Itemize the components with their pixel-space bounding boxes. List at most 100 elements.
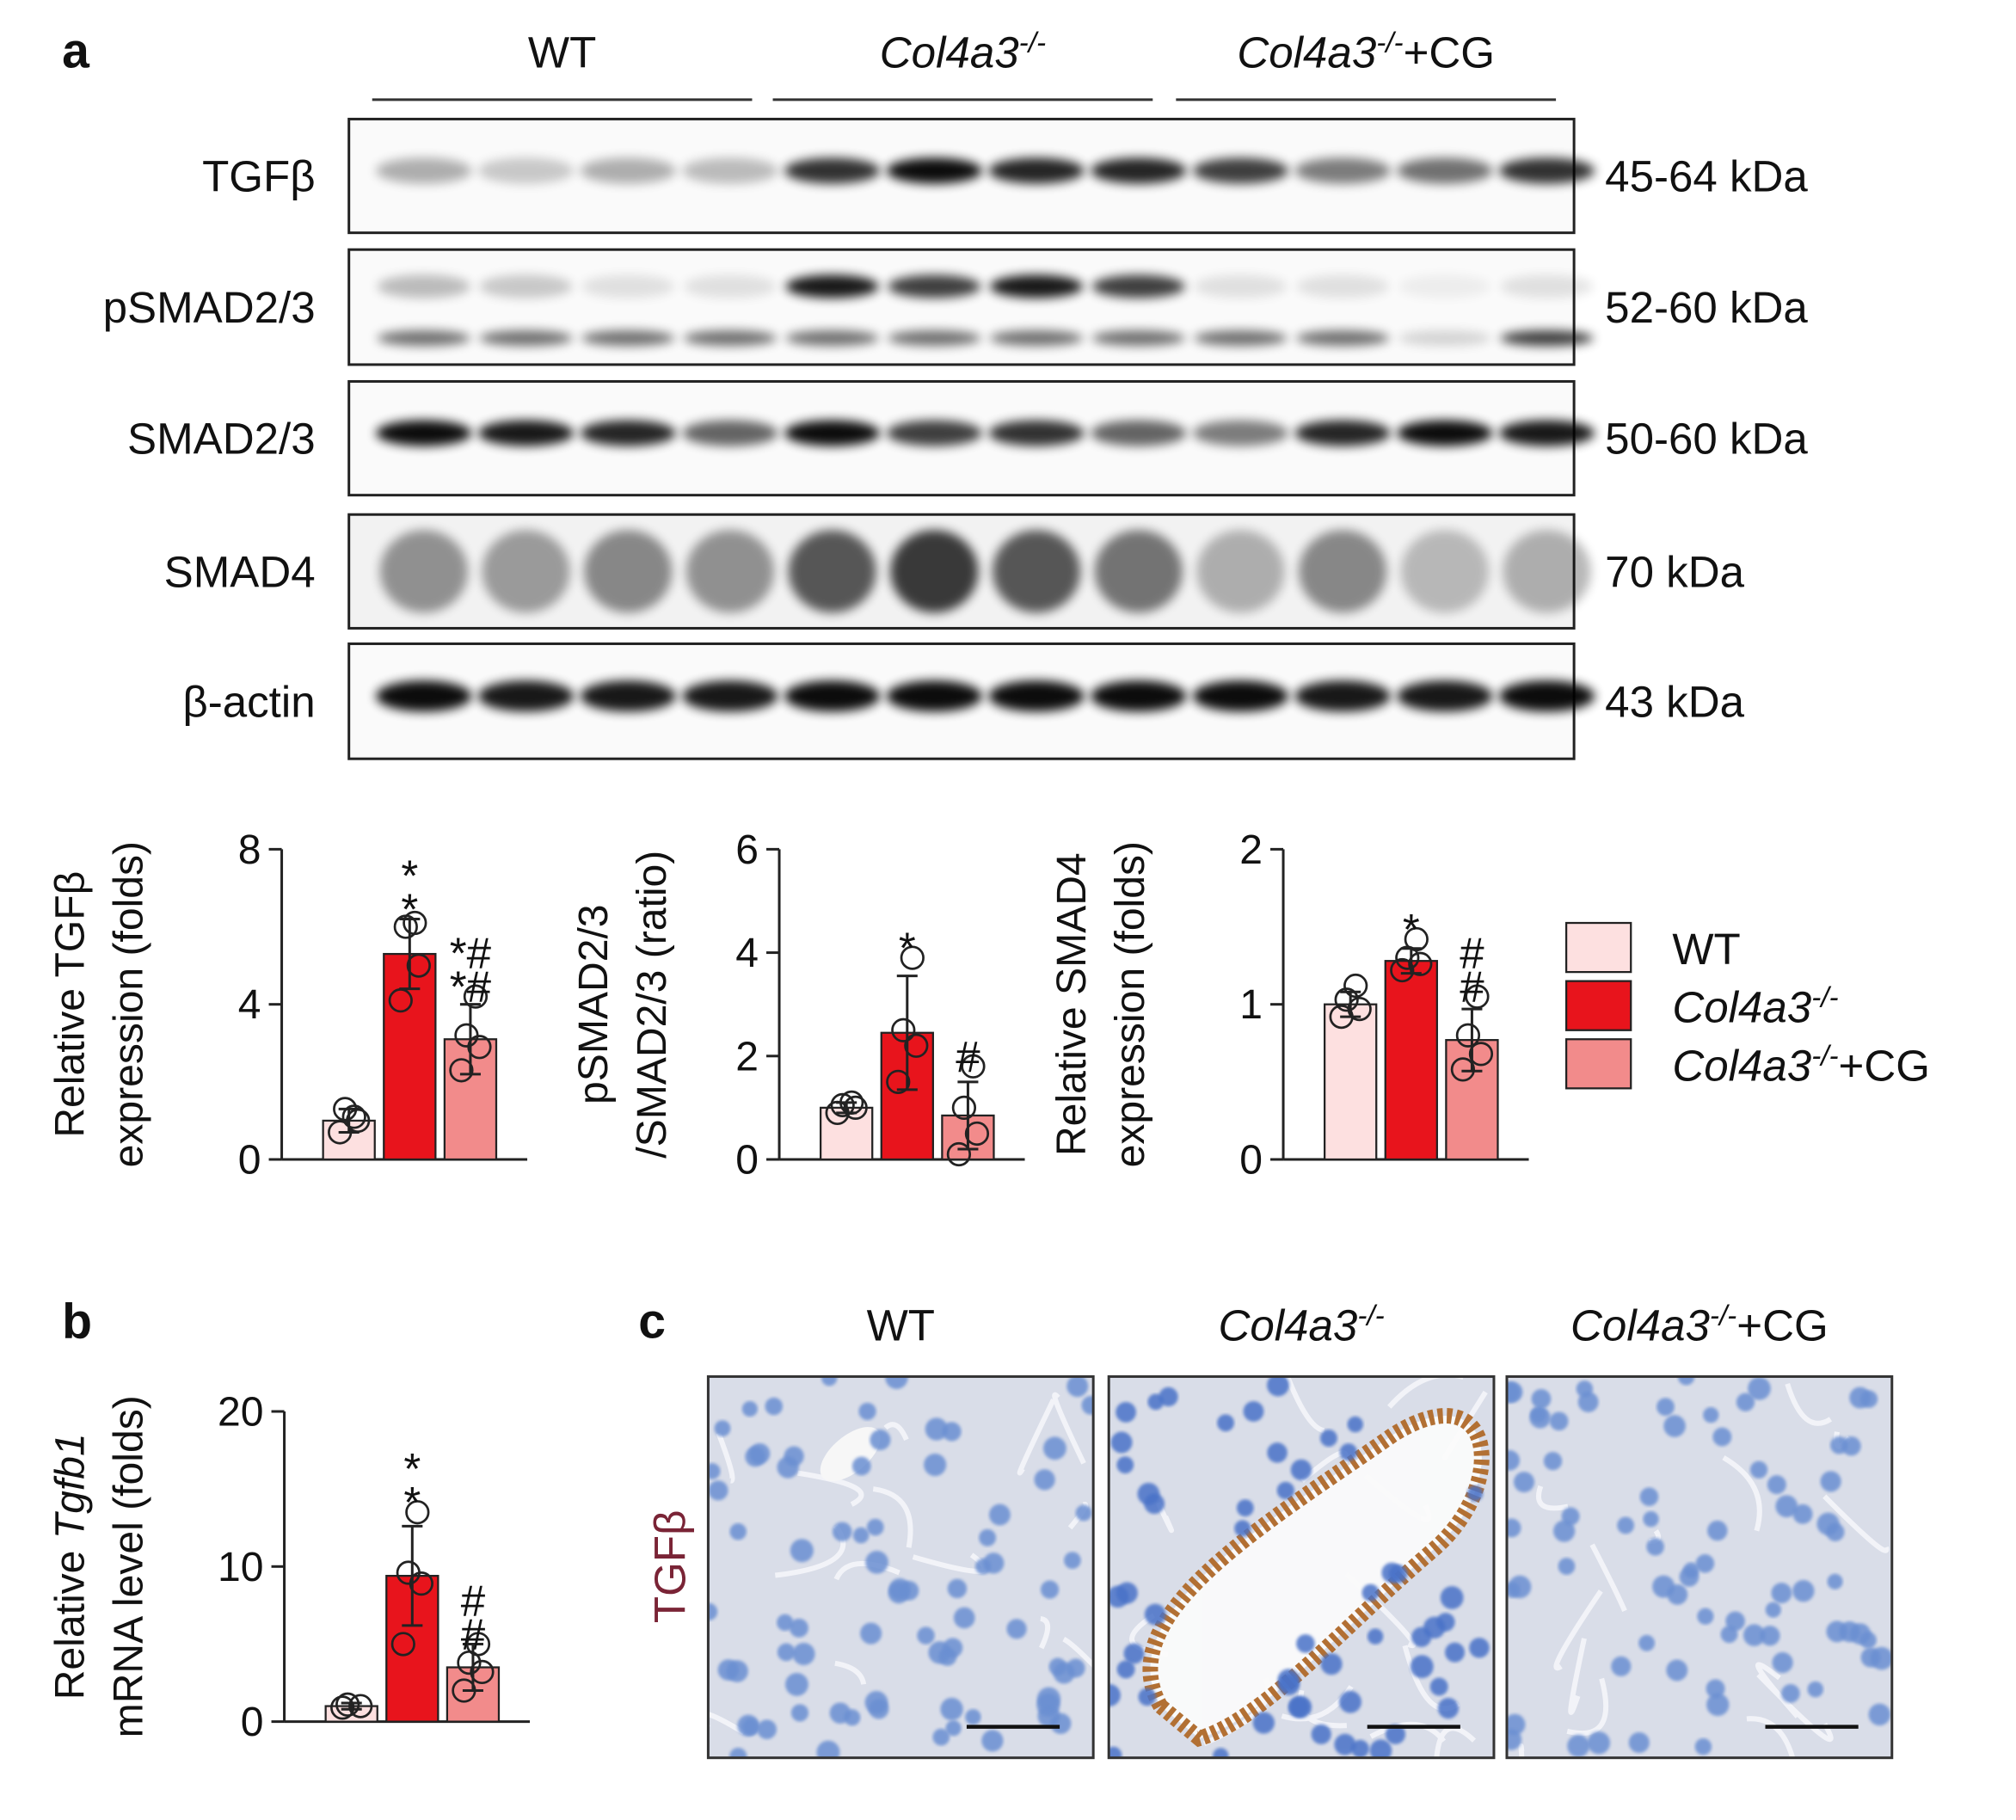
blot-band: [1294, 680, 1391, 712]
nucleus: [1311, 1724, 1331, 1744]
nucleus: [1706, 1693, 1730, 1717]
data-point: [1343, 973, 1368, 999]
significance-mark: *: [401, 885, 418, 934]
blot-band: [1503, 530, 1591, 613]
blot-band: [683, 274, 778, 298]
nucleus: [1252, 1712, 1275, 1734]
nucleus: [1466, 1485, 1484, 1502]
nucleus: [1436, 1613, 1455, 1632]
nucleus: [1506, 1582, 1521, 1598]
nucleus: [829, 1702, 851, 1724]
group-name: Col4a3: [1672, 1041, 1811, 1090]
nucleus: [1587, 1731, 1611, 1755]
cell-boundary: [1746, 1716, 1796, 1758]
data-point: [1334, 987, 1359, 1012]
cell-boundary: [1039, 1615, 1051, 1650]
legend-label: Col4a3-/-+CG: [1672, 1040, 1930, 1090]
data-point: [463, 984, 489, 1009]
nucleus: [785, 1673, 808, 1696]
nucleus: [777, 1456, 799, 1479]
image-title: Col4a3-/-: [1218, 1300, 1384, 1350]
nucleus: [1429, 1677, 1448, 1696]
group-superscript: -/-: [1710, 1300, 1736, 1331]
y-axis-label-part: Relative: [47, 1539, 94, 1700]
nucleus: [1138, 1688, 1157, 1706]
nucleus: [965, 1709, 981, 1725]
blot-band: [477, 420, 575, 446]
nucleus: [1792, 1503, 1813, 1524]
blot-band: [1398, 330, 1491, 347]
significance-mark: *: [403, 1444, 421, 1493]
blot-frame: [347, 248, 1576, 366]
nucleus: [1110, 1431, 1133, 1454]
blot-band: [788, 530, 876, 613]
blot-band: [682, 680, 778, 712]
nucleus: [1646, 1538, 1664, 1556]
nucleus: [1066, 1376, 1089, 1398]
y-axis-label: expression (folds): [105, 841, 151, 1167]
significance-mark: *: [401, 851, 418, 900]
nucleus: [1267, 1442, 1288, 1463]
nucleus: [741, 1400, 758, 1417]
y-axis-label-part: pSMAD2/3: [570, 904, 617, 1104]
data-point: [390, 1632, 415, 1657]
nucleus: [1053, 1662, 1075, 1684]
blot-band: [988, 157, 1085, 184]
blot-band: [580, 420, 676, 446]
data-point: [1347, 996, 1372, 1022]
group-suffix: +CG: [1404, 28, 1495, 77]
significance-mark: *: [1403, 905, 1420, 954]
nucleus: [1339, 1443, 1357, 1461]
nucleus: [1506, 1729, 1522, 1750]
blot-band: [784, 157, 881, 184]
nucleus: [1558, 1558, 1576, 1575]
blot-protein: TGFβ: [202, 152, 316, 201]
y-axis-label: mRNA level (folds): [105, 1395, 151, 1737]
nucleus: [1036, 1687, 1060, 1711]
nucleus: [1334, 1733, 1356, 1755]
group-header: WT: [528, 28, 596, 77]
data-point: [951, 1095, 977, 1121]
nucleus: [745, 1446, 765, 1467]
image-title: WT: [867, 1300, 935, 1350]
blot-band: [581, 274, 675, 298]
y-tick-label: 1: [1239, 981, 1263, 1028]
blot-band: [1094, 530, 1183, 613]
blot-band: [785, 274, 879, 298]
data-point: [330, 1695, 355, 1720]
blot-band: [1500, 330, 1594, 347]
significance-mark: *: [899, 924, 916, 973]
nucleus: [1736, 1393, 1755, 1411]
cell-boundary: [1566, 1677, 1609, 1737]
nucleus: [1514, 1472, 1535, 1493]
nucleus: [1706, 1679, 1725, 1699]
group-header: Col4a3-/-: [880, 27, 1046, 77]
nucleus: [947, 1578, 968, 1599]
nucleus: [940, 1697, 963, 1721]
histology-image: [708, 1376, 1094, 1758]
nucleus: [1369, 1739, 1392, 1758]
group-name: WT: [867, 1300, 935, 1350]
cell-boundary: [1589, 1543, 1627, 1613]
nucleus: [1506, 1518, 1521, 1538]
blot-band: [1498, 157, 1595, 184]
nucleus: [1859, 1632, 1877, 1649]
group-suffix: +CG: [1839, 1041, 1930, 1090]
cell-boundary: [1062, 1636, 1094, 1669]
blot-band: [1296, 274, 1390, 298]
nucleus: [885, 1376, 908, 1389]
nucleus: [1050, 1712, 1072, 1734]
group-name: Col4a3: [1672, 983, 1811, 1032]
nucleus: [1123, 1643, 1145, 1664]
nucleus: [1638, 1634, 1656, 1651]
nucleus: [1703, 1407, 1719, 1423]
data-point: [405, 1500, 430, 1525]
nucleus: [789, 1618, 808, 1638]
y-tick-label: 2: [1239, 827, 1263, 873]
nucleus: [1109, 1683, 1121, 1706]
panel-label: a: [62, 23, 90, 78]
data-point: [348, 1694, 373, 1719]
nucleus: [1116, 1582, 1138, 1604]
nucleus: [870, 1430, 891, 1451]
